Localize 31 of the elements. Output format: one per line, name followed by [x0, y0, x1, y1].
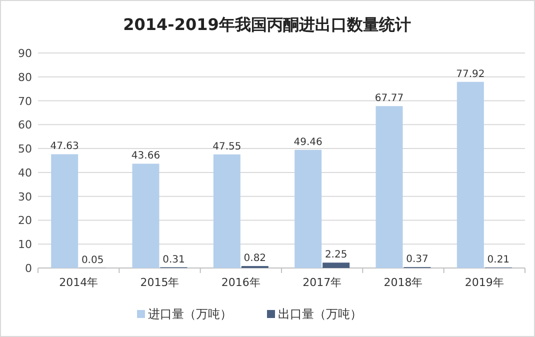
data-label: 43.66 [131, 150, 160, 162]
y-tick-label: 0 [25, 262, 32, 275]
y-tick-label: 10 [18, 238, 32, 252]
data-label: 0.31 [162, 254, 185, 266]
data-label: 0.82 [244, 253, 266, 264]
x-tick-label: 2019年 [464, 276, 504, 289]
data-label: 0.37 [406, 254, 428, 266]
data-label: 77.92 [456, 68, 485, 80]
y-tick-label: 80 [18, 70, 32, 84]
data-label: 47.55 [212, 141, 242, 152]
x-tick-label: 2016年 [221, 276, 260, 289]
x-tick-label: 2014年 [59, 276, 98, 289]
y-tick-label: 40 [18, 166, 32, 180]
y-tick-label: 90 [18, 47, 32, 60]
x-tick-label: 2017年 [302, 276, 342, 289]
data-label: 0.05 [81, 254, 104, 266]
y-tick-label: 50 [18, 142, 32, 156]
y-tick-label: 70 [18, 94, 32, 108]
data-label: 2.25 [324, 250, 348, 261]
data-label: 47.63 [50, 141, 79, 152]
data-label: 0.21 [487, 254, 510, 266]
x-tick-label: 2015年 [140, 276, 180, 289]
legend-label: 出口量（万吨） [278, 307, 362, 321]
data-label: 67.77 [374, 93, 404, 104]
y-tick-label: 30 [18, 190, 32, 204]
y-tick-label: 20 [18, 214, 32, 228]
legend-label: 进口量（万吨） [148, 307, 232, 321]
data-label: 49.46 [294, 136, 322, 148]
x-tick-label: 2018年 [384, 276, 423, 289]
y-tick-label: 60 [18, 118, 32, 132]
title: 2014-2019年我国丙酮进出口数量统计 [123, 15, 411, 34]
